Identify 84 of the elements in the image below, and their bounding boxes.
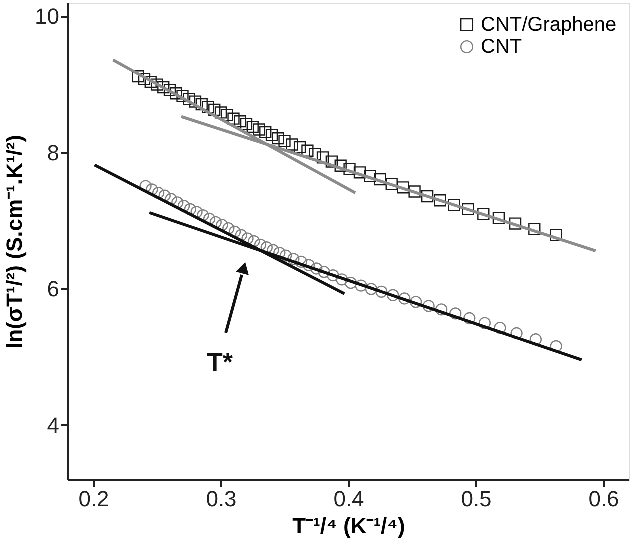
point (288, 253, 300, 266)
point (240, 118, 253, 130)
point (144, 76, 157, 88)
x-tick-label: 0.3 (206, 486, 237, 512)
point (334, 160, 347, 172)
y-tick-label: 8 (47, 140, 60, 166)
point (310, 262, 323, 275)
y-tick-label: 10 (35, 4, 60, 30)
x-tick-label: 0.5 (461, 486, 492, 512)
point (260, 126, 272, 139)
point (246, 120, 259, 134)
point (253, 124, 266, 136)
point (196, 98, 208, 111)
point (550, 229, 562, 242)
point (189, 96, 202, 108)
point (398, 292, 411, 305)
point (318, 266, 330, 278)
point (434, 194, 446, 207)
point (146, 184, 158, 196)
point (509, 218, 522, 230)
point (436, 304, 448, 316)
point (295, 256, 308, 268)
point (528, 223, 541, 236)
point (228, 112, 240, 125)
y-tick-label: 4 (47, 412, 60, 438)
point (344, 277, 358, 290)
point (365, 283, 378, 296)
point (302, 259, 316, 272)
point (355, 280, 368, 292)
legend-label: CNT/Graphene (481, 14, 617, 36)
point (176, 90, 189, 102)
point (132, 70, 144, 83)
point (478, 208, 490, 220)
point (410, 296, 422, 308)
point (364, 170, 376, 182)
point (327, 270, 340, 282)
x-tick-label: 0.4 (334, 486, 364, 512)
y-tick-label: 6 (47, 276, 60, 302)
point (462, 203, 474, 216)
point (326, 156, 338, 168)
point (492, 212, 506, 224)
point (387, 289, 400, 302)
point (152, 187, 165, 200)
point (158, 81, 170, 94)
point (202, 101, 214, 114)
point (214, 106, 228, 119)
point (478, 317, 491, 330)
point (278, 135, 291, 148)
point (448, 199, 460, 212)
point (344, 163, 356, 176)
x-tick-label: 0.2 (78, 486, 110, 512)
legend-label: CNT (481, 36, 522, 58)
point (374, 173, 386, 186)
point (422, 300, 435, 312)
point (266, 129, 278, 142)
point (302, 144, 314, 157)
point (386, 178, 398, 190)
point (376, 286, 388, 298)
point (170, 88, 182, 100)
x-axis-title: T⁻¹/⁴ (K⁻¹/⁴) (292, 514, 406, 538)
point (221, 109, 234, 122)
point (354, 166, 366, 179)
point (294, 141, 306, 154)
point (280, 250, 292, 262)
point (397, 182, 410, 194)
point (208, 104, 221, 116)
point (450, 308, 462, 320)
point (510, 327, 523, 340)
point (336, 274, 348, 286)
point (421, 190, 434, 203)
x-tick-label: 0.6 (588, 486, 620, 512)
point (272, 132, 284, 145)
point (494, 322, 506, 334)
point (164, 84, 176, 96)
point (408, 186, 421, 198)
point (138, 73, 151, 86)
y-axis-title: ln(σT¹/²) (S.cm⁻¹.K¹/²) (2, 135, 28, 349)
point (464, 312, 476, 325)
annotation: T* (207, 347, 234, 377)
point (286, 138, 298, 151)
point (183, 93, 196, 106)
point (316, 152, 330, 164)
point (151, 78, 164, 91)
point (234, 115, 246, 128)
